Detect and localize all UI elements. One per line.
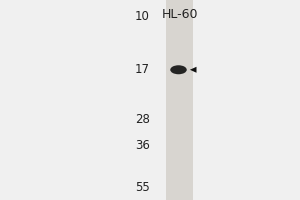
Polygon shape [190, 67, 196, 73]
Text: 55: 55 [135, 181, 150, 194]
Text: 17: 17 [135, 63, 150, 76]
Text: 36: 36 [135, 139, 150, 152]
Text: 10: 10 [135, 10, 150, 23]
Ellipse shape [170, 65, 187, 74]
Text: 28: 28 [135, 113, 150, 126]
Text: HL-60: HL-60 [162, 8, 198, 21]
Bar [167, 0, 194, 200]
